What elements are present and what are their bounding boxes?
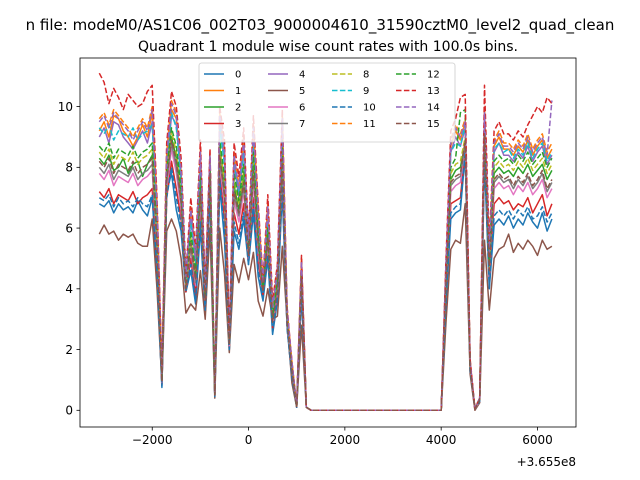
y-tick-label: 6: [65, 221, 73, 235]
x-tick-label: 6000: [522, 433, 553, 447]
chart-title: Quadrant 1 module wise count rates with …: [138, 39, 518, 55]
legend-label-15: 15: [427, 119, 440, 130]
y-tick-label: 8: [65, 161, 73, 175]
series-line-15: [98, 133, 553, 412]
legend-label-14: 14: [427, 103, 440, 114]
legend-label-0: 0: [235, 70, 241, 81]
legend-label-13: 13: [427, 86, 440, 97]
legend-box: [198, 62, 456, 143]
x-tick-label: −2000: [132, 433, 173, 447]
legend-label-11: 11: [363, 119, 376, 130]
x-axis: −2000 0 2000 4000 6000: [132, 427, 553, 447]
legend-label-9: 9: [363, 86, 369, 97]
series-line-5: [98, 203, 553, 412]
y-tick-label: 2: [65, 343, 73, 357]
y-tick-label: 4: [65, 282, 73, 296]
y-tick-label: 10: [58, 100, 73, 114]
plot-frame: [79, 57, 577, 428]
legend-label-12: 12: [427, 70, 440, 81]
legend-label-8: 8: [363, 70, 369, 81]
x-tick-label: 0: [245, 433, 253, 447]
legend-label-10: 10: [363, 103, 376, 114]
y-axis: 0 2 4 6 8 10: [58, 100, 80, 418]
x-tick-label: 4000: [426, 433, 457, 447]
x-offset-label: +3.655e8: [517, 455, 576, 469]
legend-label-7: 7: [299, 119, 305, 130]
legend-label-6: 6: [299, 103, 305, 114]
legend-label-1: 1: [235, 86, 241, 97]
x-tick-label: 2000: [330, 433, 361, 447]
y-tick-label: 0: [65, 404, 73, 418]
legend-label-5: 5: [299, 86, 305, 97]
legend-label-4: 4: [299, 70, 305, 81]
series-layer: [98, 72, 553, 412]
legend-label-2: 2: [235, 103, 241, 114]
legend-label-3: 3: [235, 119, 241, 130]
figure-suptitle: n file: modeM0/AS1C06_002T03_9000004610_…: [26, 16, 615, 35]
